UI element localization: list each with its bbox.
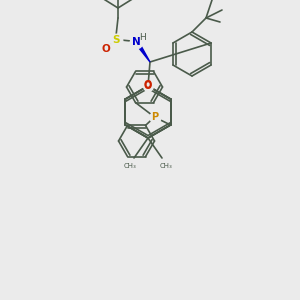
- Polygon shape: [136, 43, 150, 62]
- Text: P: P: [151, 112, 158, 122]
- Text: S: S: [112, 35, 120, 45]
- Text: O: O: [144, 80, 152, 90]
- Text: O: O: [144, 81, 152, 91]
- Text: CH₃: CH₃: [160, 163, 172, 169]
- Text: CH₃: CH₃: [124, 163, 136, 169]
- Text: H: H: [140, 32, 146, 41]
- Text: O: O: [102, 44, 110, 54]
- Text: N: N: [132, 37, 140, 47]
